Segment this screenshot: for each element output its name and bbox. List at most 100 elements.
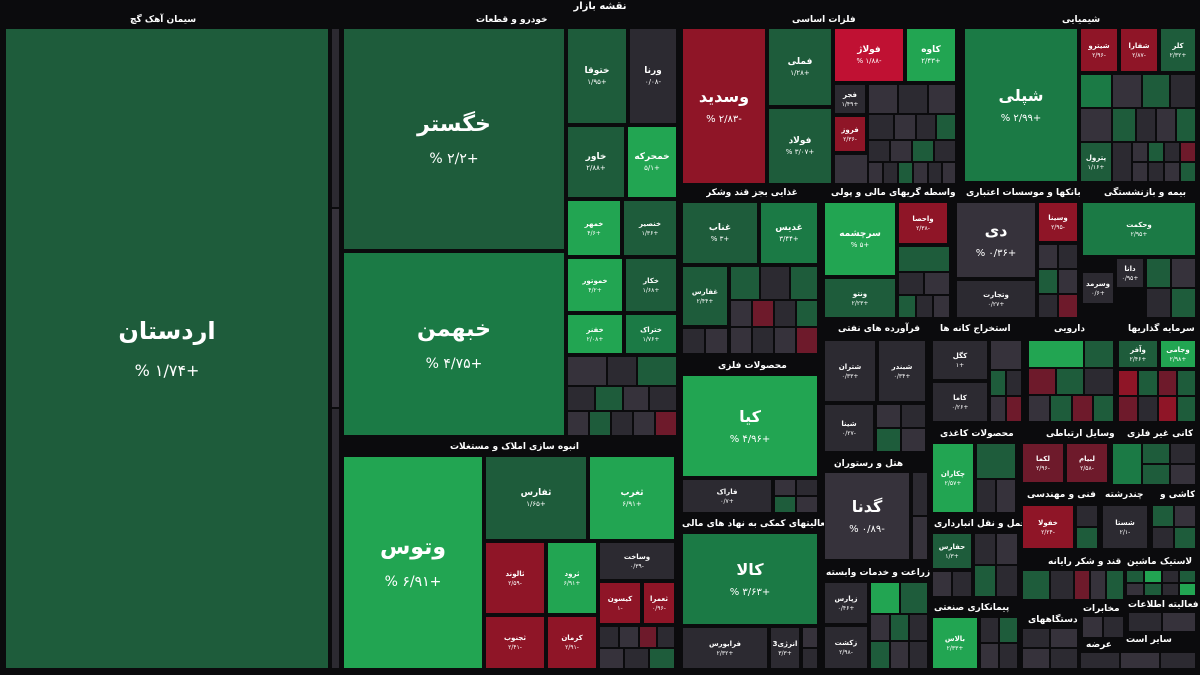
tile-fajr[interactable]: فجر +۱/۴۹: [834, 84, 866, 114]
tile-name: ثالوند: [505, 569, 525, 578]
tile-khefar[interactable]: خفنر +۲/۰۸: [567, 314, 623, 354]
tile-kama[interactable]: کاما +۰/۲۶: [932, 382, 988, 422]
tile-kerman[interactable]: کرمان -۲/۹۱: [547, 616, 597, 669]
tile-name: وتجارت: [983, 290, 1009, 299]
tile-varna[interactable]: ورنا -۰/۰۸: [629, 28, 677, 124]
tile-shetoro[interactable]: شیترو -۲/۹۶: [1080, 28, 1118, 72]
construction-small-tiles: [599, 626, 675, 669]
tile-kegol[interactable]: کگل +۱: [932, 340, 988, 380]
tile-vahesna[interactable]: واحصا -۲/۳۸: [898, 202, 948, 244]
tile-ardestan[interactable]: اردستان +۱/۷۴ %: [5, 28, 329, 669]
tile-name: فجر: [843, 90, 857, 99]
tile-pct: -۲/۵۹: [508, 579, 522, 587]
tile-vatoos[interactable]: وتوس +۶/۹۱ %: [343, 456, 483, 669]
sector-label-construction: انبوه سازی املاک و مستغلات: [450, 442, 579, 452]
tile-vajami[interactable]: وجامی +۲/۹۸: [1160, 340, 1196, 368]
tile-khefola[interactable]: خفولا -۲/۲۴: [1022, 505, 1074, 549]
tile-faraborse[interactable]: فرابورس +۲/۳۲: [682, 627, 768, 669]
tile-vasina[interactable]: وسینا -۲/۹۵: [1038, 202, 1078, 242]
tile-name: فولاد: [788, 136, 812, 146]
tile-name: پترول: [1085, 153, 1107, 162]
tile-name: غدیس: [775, 223, 803, 233]
tech-small-tiles: [1076, 505, 1098, 549]
tile-zeksht[interactable]: زکشت -۲/۹۸: [824, 626, 868, 669]
tile-name: کاوه: [921, 45, 941, 55]
tile-sevakht[interactable]: وساخت -۰/۳۹: [599, 542, 675, 580]
tile-dana[interactable]: دانا +۰/۹۵: [1116, 258, 1144, 288]
tile-name: وتوس: [379, 535, 447, 560]
tile-foolad[interactable]: فولاد +۳/۰۷ %: [768, 108, 832, 184]
tile-kaya[interactable]: کیا +۴/۹۶ %: [682, 375, 818, 477]
tile-name: خمحرکه: [634, 152, 670, 162]
tile-name: فاراک: [716, 487, 738, 496]
tile-khemotor[interactable]: خموتور +۴/۲: [567, 258, 623, 312]
sector-label-communication: مخابرات: [1083, 604, 1120, 614]
tile-vafar[interactable]: وآفر +۲/۴۶: [1118, 340, 1158, 368]
sector-label-refinery: فرآورده های نفتی: [838, 324, 921, 334]
tile-enerzhi[interactable]: انرژی3 +۳/۳: [770, 627, 800, 669]
tile-khetooqa[interactable]: ختوقا +۱/۹۵: [567, 28, 627, 124]
tile-salvand[interactable]: ثالوند -۲/۵۹: [485, 542, 545, 614]
tile-khegostar[interactable]: خگستر +۲/۲ %: [343, 28, 565, 250]
tile-name: ونتو: [852, 289, 868, 298]
tile-name: وآفر: [1130, 345, 1146, 354]
tile-khetrak[interactable]: ختراک +۱/۷۶: [625, 314, 677, 354]
tile-safars[interactable]: ثفارس +۱/۶۵: [485, 456, 587, 540]
tile-gedna[interactable]: گدنا -۰/۸۹ %: [824, 472, 910, 560]
tile-khemehr[interactable]: خمهر +۴/۶: [567, 200, 621, 256]
tile-lekama[interactable]: لکما -۲/۹۶: [1022, 443, 1064, 483]
tile-femli[interactable]: فملی +۱/۲۸: [768, 28, 832, 106]
tile-petrol[interactable]: پترول +۱/۱۶: [1080, 142, 1112, 182]
tile-saghrab[interactable]: ثغرب +۶/۹۱: [589, 456, 675, 540]
tile-name: سرچشمه: [839, 229, 881, 239]
tile-chekaran[interactable]: چکاران +۲/۵۷: [932, 443, 974, 513]
tile-vasadid[interactable]: وسدید -۲/۸۳ %: [682, 28, 766, 184]
tile-kalor[interactable]: کلر +۲/۳۲: [1160, 28, 1196, 72]
tile-ghedis[interactable]: غدیس +۳/۴۴: [760, 202, 818, 264]
tile-name: شبندر: [891, 362, 913, 371]
tile-foolazh[interactable]: فولاژ -۱/۸۸ %: [834, 28, 904, 82]
tile-pct: +۲/۲ %: [429, 150, 479, 167]
tile-pct: -۲/۴۱: [508, 644, 522, 651]
tile-bahas[interactable]: بالاس +۲/۳۳: [932, 617, 978, 669]
tile-vetejarat[interactable]: وتجارت +۰/۲۷: [956, 280, 1036, 318]
tile-tamra[interactable]: ثعمرا -۰/۹۶: [643, 582, 675, 624]
tile-vasarmad[interactable]: وسرمد +۰/۶: [1082, 272, 1114, 304]
tile-shina[interactable]: شینا -۰/۲۷: [824, 404, 874, 452]
tile-shepli[interactable]: شپلی +۲/۹۹ %: [964, 28, 1078, 182]
tile-lebiam[interactable]: لبیام -۲/۵۸: [1066, 443, 1108, 483]
tile-shebandar[interactable]: شبندر +۰/۳۴: [878, 340, 926, 402]
tile-pct: +۱/۳: [945, 552, 959, 560]
tile-kala[interactable]: کالا +۳/۶۳ %: [682, 533, 818, 625]
tile-name: خموتور: [582, 276, 608, 285]
tile-khavar[interactable]: خاور +۲/۸۸: [567, 126, 625, 198]
tile-kisun[interactable]: کیسون -۱: [599, 582, 641, 624]
tile-pct: +۰/۷: [720, 497, 734, 505]
tile-khensir[interactable]: خنصیر +۱/۳۶: [623, 200, 677, 256]
tile-khekar[interactable]: خکار +۱/۶۸: [625, 258, 677, 312]
tile-farak[interactable]: فاراک +۰/۷: [682, 479, 772, 513]
tile-hafars[interactable]: حفارس +۱/۳: [932, 533, 972, 569]
sector-label-plastic: لاستیک: [1160, 557, 1193, 567]
tile-ghenab[interactable]: غناب +۳ %: [682, 202, 758, 264]
tile-kave[interactable]: کاوه +۲/۴۳: [906, 28, 956, 82]
tile-pct: -۲/۲۴: [1041, 528, 1055, 536]
tile-zepars[interactable]: زپارس +۰/۴۶: [824, 582, 868, 624]
tile-pct: +۲/۴۶: [1129, 355, 1147, 363]
tile-vanto[interactable]: ونتو +۲/۲۳: [824, 278, 896, 318]
tile-khemharkeh[interactable]: خمحرکه +۵/۱: [627, 126, 677, 198]
paper-small-tiles: [976, 443, 1016, 513]
tile-sejnob[interactable]: ثجنوب -۲/۴۱: [485, 616, 545, 669]
tile-pct: +۴/۲: [588, 286, 602, 294]
tile-sarvod[interactable]: ثرود +۶/۹۱: [547, 542, 597, 614]
tile-shasta[interactable]: شستا -۲/۱: [1102, 505, 1148, 549]
tile-di[interactable]: دی +۰/۳۶ %: [956, 202, 1036, 278]
tile-shiran[interactable]: شتران +۰/۳۳: [824, 340, 876, 402]
tile-farooz[interactable]: فروز -۲/۳۶: [834, 116, 866, 152]
tile-sarcheshmeh[interactable]: سرچشمه +۵ %: [824, 202, 896, 276]
tile-name: ثرود: [564, 569, 580, 578]
tile-ghefars[interactable]: غفارس +۲/۴۴: [682, 266, 728, 326]
tile-khebahman[interactable]: خبهمن +۴/۷۵ %: [343, 252, 565, 436]
tile-shafara[interactable]: شفارا -۲/۸۷: [1120, 28, 1158, 72]
tile-vehekmat[interactable]: وحکمت +۲/۹۵: [1082, 202, 1196, 256]
